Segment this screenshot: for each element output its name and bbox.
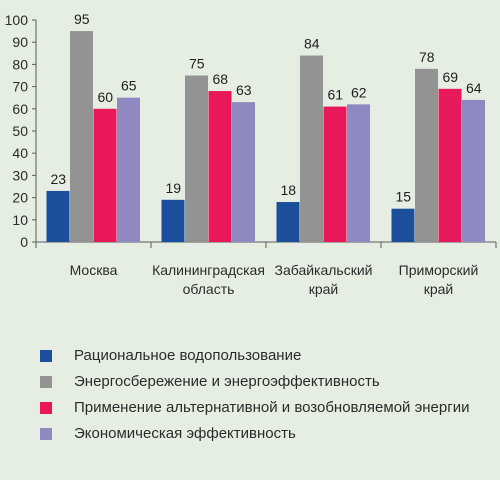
legend-item: Рациональное водопользование [40, 346, 480, 366]
category-label-line: Калининградская [152, 262, 265, 278]
data-label: 95 [74, 11, 90, 27]
y-tick-label: 100 [5, 12, 29, 28]
bar [323, 106, 347, 242]
category-label: Москва [70, 262, 118, 278]
y-tick-label: 30 [12, 167, 28, 183]
data-label: 65 [121, 78, 137, 94]
category-label: Приморский край [399, 262, 479, 297]
bar [438, 88, 462, 242]
category-label-line: область [183, 281, 235, 297]
data-label: 15 [395, 189, 411, 205]
bar [415, 68, 438, 242]
data-label: 18 [280, 182, 296, 198]
bar [70, 31, 93, 242]
category-label-line: Забайкальский [275, 262, 373, 278]
chart-legend: Рациональное водопользование Энергосбереж… [40, 346, 480, 450]
y-tick-label: 0 [20, 234, 28, 250]
y-tick-label: 60 [12, 101, 28, 117]
y-tick-label: 70 [12, 79, 28, 95]
data-label: 84 [304, 36, 320, 52]
legend-swatch [40, 376, 52, 388]
bar [347, 104, 370, 242]
legend-label: Рациональное водопользование [74, 347, 302, 364]
data-label: 63 [236, 82, 252, 98]
legend-item: Применение альтернативной и возобновляем… [40, 398, 480, 418]
legend-label: Применение альтернативной и возобновляем… [74, 399, 470, 416]
data-label: 64 [466, 80, 482, 96]
legend-label: Экономическая эффективность [74, 425, 296, 442]
legend-swatch [40, 350, 52, 362]
legend-swatch [40, 402, 52, 414]
data-label: 62 [351, 84, 367, 100]
category-label-line: край [309, 281, 339, 297]
chart-labels: 23 95 60 65 Москва 19 75 68 63 Калининградская обл… [50, 11, 481, 297]
legend-item: Энергосбережение и энергоэффективность [40, 372, 480, 392]
legend-swatch [40, 428, 52, 440]
bar [276, 202, 300, 242]
data-label: 78 [419, 49, 435, 65]
category-label: Забайкальский край [275, 262, 373, 297]
y-tick-label: 20 [12, 190, 28, 206]
y-tick-label: 10 [12, 212, 28, 228]
chart-axes: 0 10 20 30 40 50 60 70 80 90 100 [5, 12, 497, 250]
category-label-line: Приморский [399, 262, 479, 278]
category-label-line: Москва [70, 262, 118, 278]
y-tick-label: 80 [12, 56, 28, 72]
bar-chart: 0 10 20 30 40 50 60 70 80 90 100 23 95 60 65 Москва 19 7… [5, 11, 497, 297]
data-label: 68 [212, 71, 228, 87]
bar [93, 108, 117, 242]
bar [161, 199, 185, 242]
bar [300, 55, 323, 242]
chart-bars [46, 31, 485, 242]
bar [208, 91, 232, 242]
bar [232, 102, 255, 242]
y-tick-label: 90 [12, 34, 28, 50]
category-label: Калининградская область [152, 262, 265, 297]
data-label: 23 [50, 171, 66, 187]
bar [117, 97, 140, 242]
category-label-line: край [424, 281, 454, 297]
data-label: 61 [327, 87, 343, 103]
y-tick-label: 50 [12, 123, 28, 139]
bar [462, 99, 485, 242]
data-label: 60 [97, 89, 113, 105]
y-tick-label: 40 [12, 145, 28, 161]
legend-label: Энергосбережение и энергоэффективность [74, 373, 380, 390]
bar [46, 190, 70, 242]
data-label: 69 [442, 69, 458, 85]
data-label: 19 [165, 180, 181, 196]
data-label: 75 [189, 56, 205, 72]
bar [391, 208, 415, 242]
bar [185, 75, 208, 242]
legend-item: Экономическая эффективность [40, 424, 480, 444]
